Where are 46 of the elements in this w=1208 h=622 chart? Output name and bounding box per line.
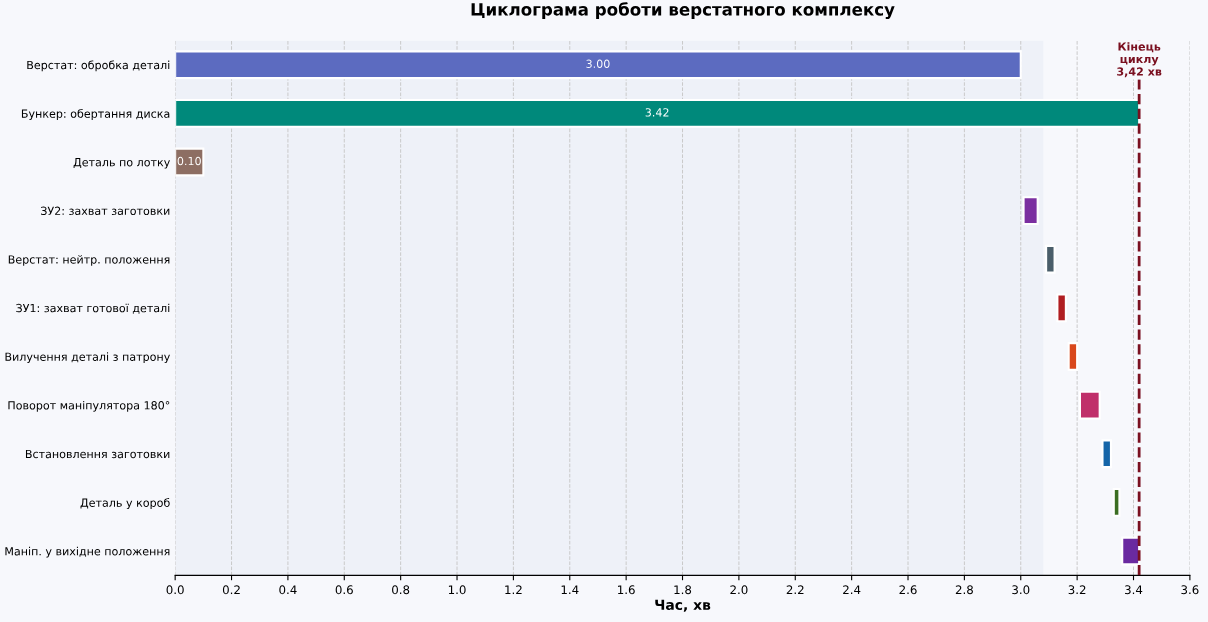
bar xyxy=(175,98,1141,128)
x-tick-label: 2.4 xyxy=(843,585,861,595)
x-tick-label: 3.4 xyxy=(1125,585,1143,595)
bar xyxy=(1067,342,1079,371)
y-tick-label: Вилучення деталі з патрону xyxy=(5,352,170,364)
x-tick-label: 1.2 xyxy=(505,585,522,595)
y-tick-label: Верстат: обробка деталі xyxy=(27,60,170,72)
bar xyxy=(175,50,1022,80)
chart-title: Циклограма роботи верстатного комплексу xyxy=(471,2,895,20)
y-tick-label: Верстат: нейтр. положення xyxy=(8,255,170,266)
bar xyxy=(1112,487,1121,517)
x-tick-label: 0.0 xyxy=(166,585,184,595)
x-tick-label: 2.0 xyxy=(730,585,748,595)
data-label: 3.00 xyxy=(586,59,610,68)
bar xyxy=(1078,390,1101,420)
x-tick-label: 3.0 xyxy=(1012,585,1030,595)
ref-line-label: Кінець циклу 3,42 хв xyxy=(1117,42,1162,78)
x-tick-label: 2.6 xyxy=(899,585,917,595)
y-tick-label: Встановлення заготовки xyxy=(25,449,170,459)
x-tick-label: 0.6 xyxy=(335,585,353,595)
x-tick-label: 2.8 xyxy=(955,585,973,595)
y-tick-label: Поворот маніпулятора 180° xyxy=(8,400,170,412)
data-label: 3.42 xyxy=(645,108,669,117)
x-tick-label: 0.2 xyxy=(222,585,240,595)
y-tick-label: Деталь у короб xyxy=(80,498,170,510)
x-tick-label: 1.0 xyxy=(448,585,466,595)
bar xyxy=(1022,196,1039,226)
x-tick-label: 2.2 xyxy=(786,585,804,595)
x-tick-label: 1.8 xyxy=(674,585,692,595)
bar xyxy=(1045,244,1056,274)
x-tick-label: 1.4 xyxy=(561,585,579,595)
y-tick-label: Деталь по лотку xyxy=(73,158,170,169)
x-tick-label: 0.4 xyxy=(279,585,297,595)
data-label: 0.10 xyxy=(177,156,201,166)
y-tick-label: Бункер: обертання диска xyxy=(21,109,170,120)
bar xyxy=(1101,439,1112,469)
y-tick-label: ЗУ1: захват готової деталі xyxy=(16,303,170,314)
bar xyxy=(1056,293,1067,323)
y-tick-label: Маніп. у вихідне положення xyxy=(5,546,170,558)
x-tick-label: 0.8 xyxy=(392,585,410,595)
x-tick-label: 1.6 xyxy=(618,585,635,595)
x-tick-label: 3.6 xyxy=(1181,585,1199,595)
bar xyxy=(1121,536,1141,566)
x-axis-title: Час, хв xyxy=(655,599,711,612)
y-tick-label: ЗУ2: захват заготовки xyxy=(41,206,170,216)
x-tick-label: 3.2 xyxy=(1068,585,1086,595)
